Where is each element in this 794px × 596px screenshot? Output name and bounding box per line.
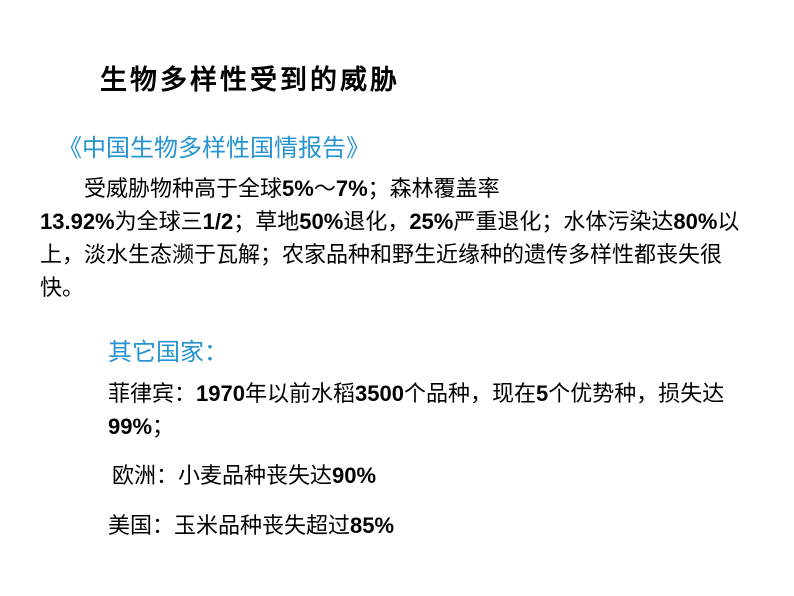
ph-1: 1970 xyxy=(196,381,245,406)
ph-0: 菲律宾： xyxy=(108,381,196,406)
country-usa: 美国：玉米品种丧失超过85% xyxy=(108,508,394,540)
body-paragraph: 受威胁物种高于全球5%～7%；森林覆盖率 13.92%为全球三1/2；草地50%退… xyxy=(40,172,740,304)
body-t7: 1/2 xyxy=(203,209,234,234)
country-philippines: 菲律宾：1970年以前水稻3500个品种，现在5个优势种，损失达 99%； xyxy=(108,377,748,443)
body-t0: 受威胁物种高于全球 xyxy=(84,176,282,201)
subtitle-other-countries: 其它国家： xyxy=(108,332,228,367)
country-europe: 欧洲：小麦品种丧失达90% xyxy=(112,458,376,490)
body-t12: 严重退化；水体污染达 xyxy=(453,209,673,234)
ph-4: 个品种，现在 xyxy=(404,381,536,406)
ph-3: 3500 xyxy=(355,381,404,406)
body-t6: 为全球三 xyxy=(115,209,203,234)
subtitle-report: 《中国生物多样性国情报告》 xyxy=(58,128,370,163)
body-t9: 50% xyxy=(299,209,343,234)
us-0: 美国：玉米品种丧失超过 xyxy=(108,513,350,538)
body-t11: 25% xyxy=(409,209,453,234)
body-t4: ；森林覆盖率 xyxy=(368,176,500,201)
ph-5: 5 xyxy=(536,381,548,406)
ph-7: 99% xyxy=(108,414,152,439)
main-title: 生物多样性受到的威胁 xyxy=(100,58,400,97)
eu-0: 欧洲：小麦品种丧失达 xyxy=(112,463,332,488)
body-t2: ～ xyxy=(314,176,336,201)
eu-1: 90% xyxy=(332,463,376,488)
ph-8: ； xyxy=(152,414,174,439)
body-t3: 7% xyxy=(336,176,368,201)
body-t13: 80% xyxy=(673,209,717,234)
ph-6: 个优势种，损失达 xyxy=(548,381,724,406)
body-t8: ；草地 xyxy=(233,209,299,234)
body-t10: 退化， xyxy=(343,209,409,234)
body-t1: 5% xyxy=(282,176,314,201)
body-t5: 13.92% xyxy=(40,209,115,234)
ph-2: 年以前水稻 xyxy=(245,381,355,406)
us-1: 85% xyxy=(350,513,394,538)
